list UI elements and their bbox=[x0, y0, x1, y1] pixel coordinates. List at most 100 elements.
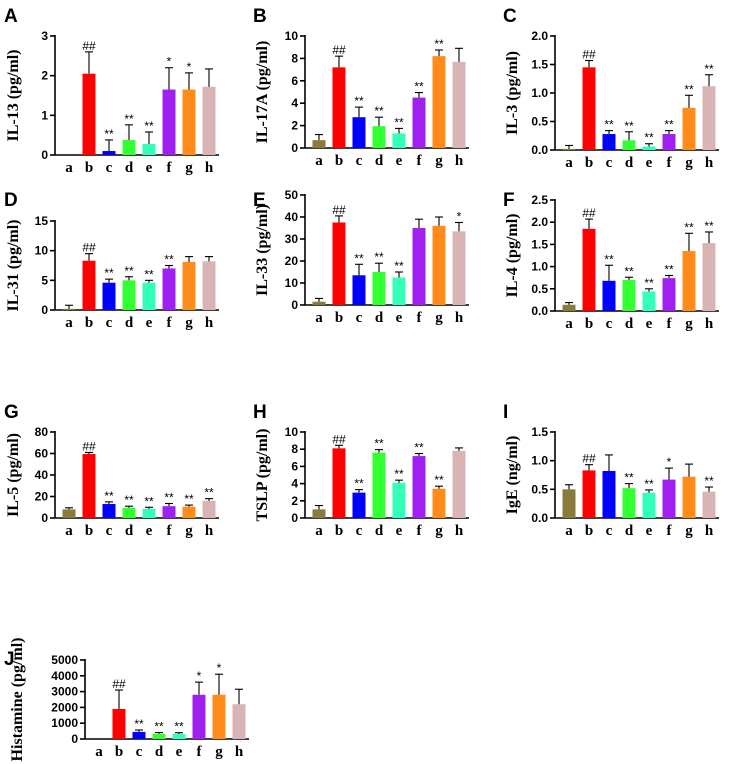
category-label: d bbox=[625, 155, 634, 171]
y-tick-label: 2 bbox=[291, 119, 298, 133]
significance-mark: * bbox=[197, 669, 202, 683]
bar-b bbox=[82, 73, 96, 155]
panel-letter: J bbox=[4, 649, 15, 670]
category-label: h bbox=[205, 523, 214, 539]
category-label: g bbox=[685, 155, 693, 171]
category-label: g bbox=[435, 523, 443, 539]
category-label: a bbox=[65, 315, 73, 331]
category-label: h bbox=[705, 155, 714, 171]
category-label: h bbox=[455, 310, 464, 326]
category-label: g bbox=[685, 316, 693, 332]
y-tick-label: 1000 bbox=[51, 716, 78, 730]
category-label: f bbox=[417, 310, 423, 326]
significance-mark: ** bbox=[434, 473, 444, 487]
bar-h bbox=[452, 61, 466, 149]
category-label: f bbox=[667, 523, 673, 539]
bar-a bbox=[62, 308, 76, 310]
y-axis-label: IL-5 (pg/ml) bbox=[5, 433, 22, 517]
bar-d bbox=[122, 139, 136, 155]
bar-a bbox=[312, 301, 326, 305]
significance-mark: ** bbox=[604, 118, 614, 132]
significance-mark: ** bbox=[354, 251, 364, 265]
category-label: b bbox=[335, 153, 343, 169]
bar-d bbox=[152, 733, 166, 739]
chart-panel-d: D IL-31 (pg/ml) 0 5 10 15 a ## b ** c ** d ** e ** f g h bbox=[4, 190, 219, 331]
chart-panel-c: C IL-3 (pg/ml) 0.0 0.5 1.0 1.5 2.0 a ## b ** c ** d **… bbox=[503, 6, 719, 171]
bar-f bbox=[412, 97, 426, 148]
significance-mark: ** bbox=[394, 259, 404, 273]
y-axis-label: IL-3 (pg/ml) bbox=[504, 51, 521, 135]
category-label: h bbox=[235, 744, 244, 760]
significance-mark: ** bbox=[624, 471, 634, 485]
y-axis-label: IL-17A (pg/ml) bbox=[254, 41, 271, 144]
bar-h bbox=[452, 450, 466, 518]
bar-b bbox=[582, 470, 596, 518]
category-label: d bbox=[125, 315, 134, 331]
significance-mark: ** bbox=[154, 720, 164, 734]
bar-g bbox=[432, 56, 446, 148]
significance-mark: ** bbox=[704, 62, 714, 76]
bar-b bbox=[332, 448, 346, 518]
bar-a bbox=[312, 509, 326, 518]
bar-e bbox=[392, 277, 406, 305]
category-label: e bbox=[396, 153, 403, 169]
category-label: d bbox=[375, 523, 384, 539]
significance-mark: * bbox=[187, 60, 192, 74]
y-tick-label: 2000 bbox=[51, 700, 78, 714]
bar-c bbox=[352, 492, 366, 518]
category-label: c bbox=[356, 153, 363, 169]
y-tick-label: 4 bbox=[291, 96, 298, 110]
significance-mark: ** bbox=[704, 219, 714, 233]
panel-letter: C bbox=[503, 6, 517, 27]
y-tick-label: 0 bbox=[41, 303, 48, 317]
panel-letter: G bbox=[4, 402, 19, 423]
y-tick-label: 0.5 bbox=[531, 482, 548, 496]
significance-mark: ** bbox=[124, 493, 134, 507]
significance-mark: ## bbox=[582, 48, 596, 62]
y-tick-label: 2.0 bbox=[531, 215, 548, 229]
bar-e bbox=[642, 146, 656, 150]
category-label: d bbox=[375, 310, 384, 326]
category-label: d bbox=[625, 316, 634, 332]
category-label: d bbox=[155, 744, 164, 760]
category-label: a bbox=[565, 316, 573, 332]
category-label: c bbox=[606, 155, 613, 171]
significance-mark: ** bbox=[164, 253, 174, 267]
bar-f bbox=[412, 456, 426, 518]
significance-mark: ## bbox=[82, 439, 96, 453]
category-label: c bbox=[106, 523, 113, 539]
category-label: d bbox=[375, 153, 384, 169]
significance-mark: ** bbox=[104, 266, 114, 280]
y-tick-label: 2.0 bbox=[531, 29, 548, 43]
bar-c bbox=[352, 117, 366, 148]
bar-g bbox=[682, 476, 696, 518]
panel-letter: B bbox=[253, 6, 267, 27]
significance-mark: ** bbox=[644, 276, 654, 290]
panel-letter: D bbox=[4, 190, 18, 211]
y-tick-label: 4000 bbox=[51, 669, 78, 683]
bar-h bbox=[202, 86, 216, 155]
bar-c bbox=[352, 275, 366, 305]
significance-mark: * bbox=[167, 55, 172, 69]
bar-g bbox=[432, 488, 446, 518]
bar-b bbox=[582, 228, 596, 311]
bar-d bbox=[622, 140, 636, 150]
category-label: f bbox=[167, 523, 173, 539]
bar-e bbox=[172, 733, 186, 739]
bar-h bbox=[232, 704, 246, 739]
bar-c bbox=[602, 470, 616, 518]
y-tick-label: 20 bbox=[35, 490, 49, 504]
panel-letter: I bbox=[503, 402, 508, 423]
bar-e bbox=[642, 492, 656, 518]
bar-h bbox=[702, 243, 716, 311]
y-tick-label: 0 bbox=[41, 148, 48, 162]
chart-panel-g: G IL-5 (pg/ml) 0 20 40 60 80 a ## b ** c ** d ** e ** f **… bbox=[4, 402, 219, 539]
bar-f bbox=[162, 268, 176, 310]
significance-mark: ## bbox=[82, 241, 96, 255]
bar-c bbox=[602, 134, 616, 150]
category-label: f bbox=[667, 155, 673, 171]
significance-mark: ** bbox=[604, 252, 614, 266]
bar-g bbox=[182, 89, 196, 155]
